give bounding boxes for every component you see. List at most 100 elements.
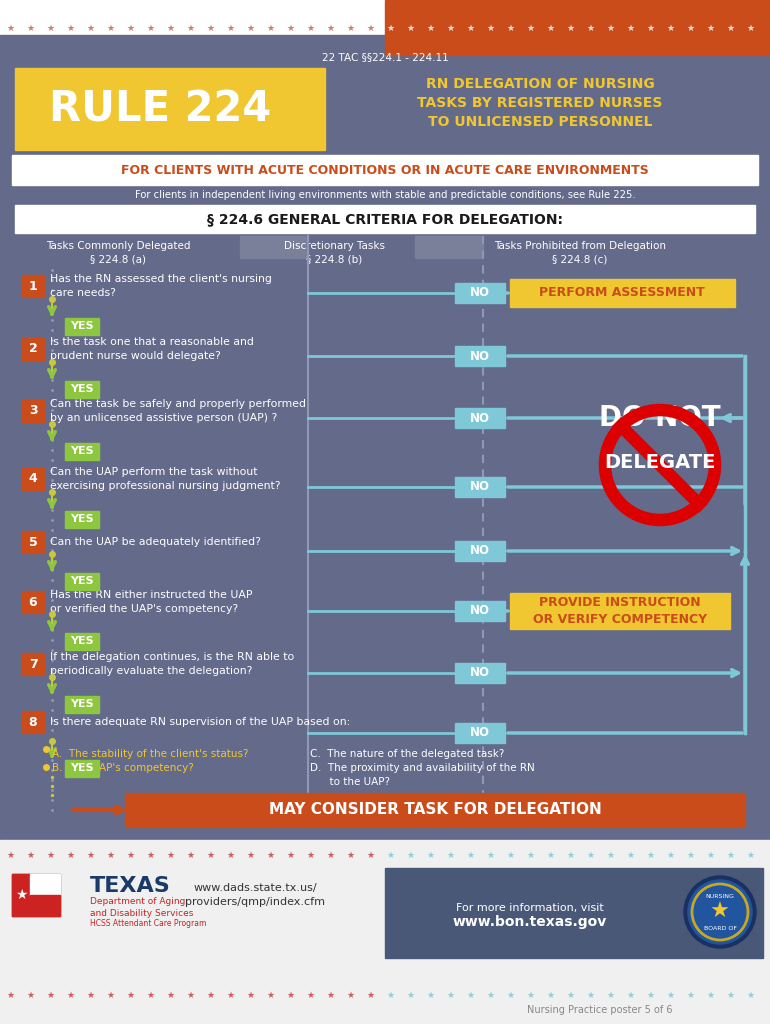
Text: YES: YES — [70, 575, 94, 586]
Text: ★: ★ — [186, 851, 194, 859]
Text: ★: ★ — [26, 24, 34, 33]
Text: ★: ★ — [6, 24, 14, 33]
Text: 7: 7 — [28, 657, 38, 671]
Text: ★: ★ — [6, 851, 14, 859]
Bar — [385, 868, 763, 958]
Bar — [455, 601, 505, 621]
Text: ★: ★ — [466, 990, 474, 999]
Text: ★: ★ — [86, 990, 94, 999]
Text: NO: NO — [470, 480, 490, 494]
Text: ★: ★ — [246, 24, 254, 33]
Bar — [22, 338, 44, 360]
Text: NURSING: NURSING — [705, 894, 735, 898]
Text: ★: ★ — [326, 24, 334, 33]
Bar — [415, 236, 483, 258]
Text: PROVIDE INSTRUCTION
OR VERIFY COMPETENCY: PROVIDE INSTRUCTION OR VERIFY COMPETENCY — [533, 596, 707, 626]
Text: MAY CONSIDER TASK FOR DELEGATION: MAY CONSIDER TASK FOR DELEGATION — [269, 803, 601, 817]
Text: ★: ★ — [306, 990, 314, 999]
Text: ★: ★ — [726, 851, 734, 859]
Text: For more information, visit: For more information, visit — [456, 903, 604, 913]
Text: ★: ★ — [146, 990, 154, 999]
Bar — [22, 468, 44, 490]
Bar — [0, 35, 770, 170]
Text: Can the UAP perform the task without
exercising professional nursing judgment?: Can the UAP perform the task without exe… — [50, 467, 280, 490]
Text: Tasks Commonly Delegated
§ 224.8 (a): Tasks Commonly Delegated § 224.8 (a) — [45, 241, 190, 264]
Text: NO: NO — [470, 349, 490, 362]
Text: Has the RN either instructed the UAP
or verified the UAP's competency?: Has the RN either instructed the UAP or … — [50, 591, 253, 613]
Text: 8: 8 — [28, 716, 37, 728]
Text: ★: ★ — [486, 851, 494, 859]
Text: ★: ★ — [406, 851, 414, 859]
Text: ★: ★ — [386, 851, 394, 859]
Text: ★: ★ — [46, 851, 54, 859]
Text: ★: ★ — [46, 24, 54, 33]
Bar — [12, 874, 60, 916]
Bar — [455, 723, 505, 743]
Text: 3: 3 — [28, 404, 37, 418]
Text: ★: ★ — [486, 990, 494, 999]
Text: ★: ★ — [646, 24, 654, 33]
Text: Discretionary Tasks
§ 224.8 (b): Discretionary Tasks § 224.8 (b) — [283, 241, 384, 264]
Text: DELEGATE: DELEGATE — [604, 454, 715, 472]
Text: ★: ★ — [32, 899, 40, 908]
Text: ★: ★ — [646, 851, 654, 859]
Bar — [15, 205, 755, 233]
Text: ★: ★ — [446, 24, 454, 33]
Text: ★: ★ — [386, 24, 394, 33]
Text: Has the RN assessed the client's nursing
care needs?: Has the RN assessed the client's nursing… — [50, 274, 272, 298]
Text: If the delegation continues, is the RN able to
periodically evaluate the delegat: If the delegation continues, is the RN a… — [50, 652, 294, 676]
Text: ★: ★ — [306, 24, 314, 33]
Bar — [22, 653, 44, 675]
Text: ★: ★ — [706, 851, 714, 859]
Text: ★: ★ — [146, 851, 154, 859]
Text: NO: NO — [470, 287, 490, 299]
Text: ★: ★ — [206, 24, 214, 33]
Text: and Disability Services: and Disability Services — [90, 908, 193, 918]
Text: ★: ★ — [386, 990, 394, 999]
Text: ★: ★ — [426, 990, 434, 999]
Bar — [240, 236, 308, 258]
Text: ★: ★ — [606, 851, 614, 859]
Text: ★: ★ — [546, 851, 554, 859]
Bar — [22, 591, 44, 613]
Text: HCSS Attendant Care Program: HCSS Attendant Care Program — [90, 919, 206, 928]
Text: ★: ★ — [746, 851, 754, 859]
Text: ★: ★ — [106, 990, 114, 999]
Bar — [15, 68, 325, 150]
Text: ★: ★ — [406, 24, 414, 33]
Text: ★: ★ — [566, 990, 574, 999]
Text: ★: ★ — [526, 851, 534, 859]
Text: FOR CLIENTS WITH ACUTE CONDITIONS OR IN ACUTE CARE ENVIRONMENTS: FOR CLIENTS WITH ACUTE CONDITIONS OR IN … — [121, 164, 649, 176]
Text: ★: ★ — [546, 24, 554, 33]
Text: BOARD OF: BOARD OF — [704, 926, 736, 931]
Text: ★: ★ — [166, 24, 174, 33]
Bar — [455, 408, 505, 428]
Text: 2: 2 — [28, 342, 38, 355]
Text: ★: ★ — [366, 851, 374, 859]
Text: ★: ★ — [506, 851, 514, 859]
Bar — [65, 443, 99, 460]
Text: NO: NO — [470, 667, 490, 680]
Text: ★: ★ — [266, 990, 274, 999]
Text: 22 TAC §§224.1 - 224.11: 22 TAC §§224.1 - 224.11 — [322, 52, 448, 62]
Text: RULE 224: RULE 224 — [49, 89, 271, 131]
Text: ★: ★ — [726, 24, 734, 33]
Text: ★: ★ — [186, 990, 194, 999]
Bar — [455, 663, 505, 683]
Text: Tasks Prohibited from Delegation
§ 224.8 (c): Tasks Prohibited from Delegation § 224.8… — [494, 241, 666, 264]
Text: ★: ★ — [166, 990, 174, 999]
Text: ★: ★ — [266, 24, 274, 33]
Text: Is the task one that a reasonable and
prudent nurse would delegate?: Is the task one that a reasonable and pr… — [50, 337, 254, 360]
Bar — [22, 711, 44, 733]
Text: For clients in independent living environments with stable and predictable condi: For clients in independent living enviro… — [135, 190, 635, 200]
Bar — [22, 275, 44, 297]
Text: ★: ★ — [706, 24, 714, 33]
Text: ★: ★ — [306, 851, 314, 859]
Text: ★: ★ — [146, 24, 154, 33]
Bar — [455, 283, 505, 303]
Text: ★: ★ — [206, 851, 214, 859]
Bar — [510, 593, 730, 629]
Text: NO: NO — [470, 412, 490, 425]
Text: YES: YES — [70, 636, 94, 646]
Text: ★: ★ — [15, 888, 27, 902]
